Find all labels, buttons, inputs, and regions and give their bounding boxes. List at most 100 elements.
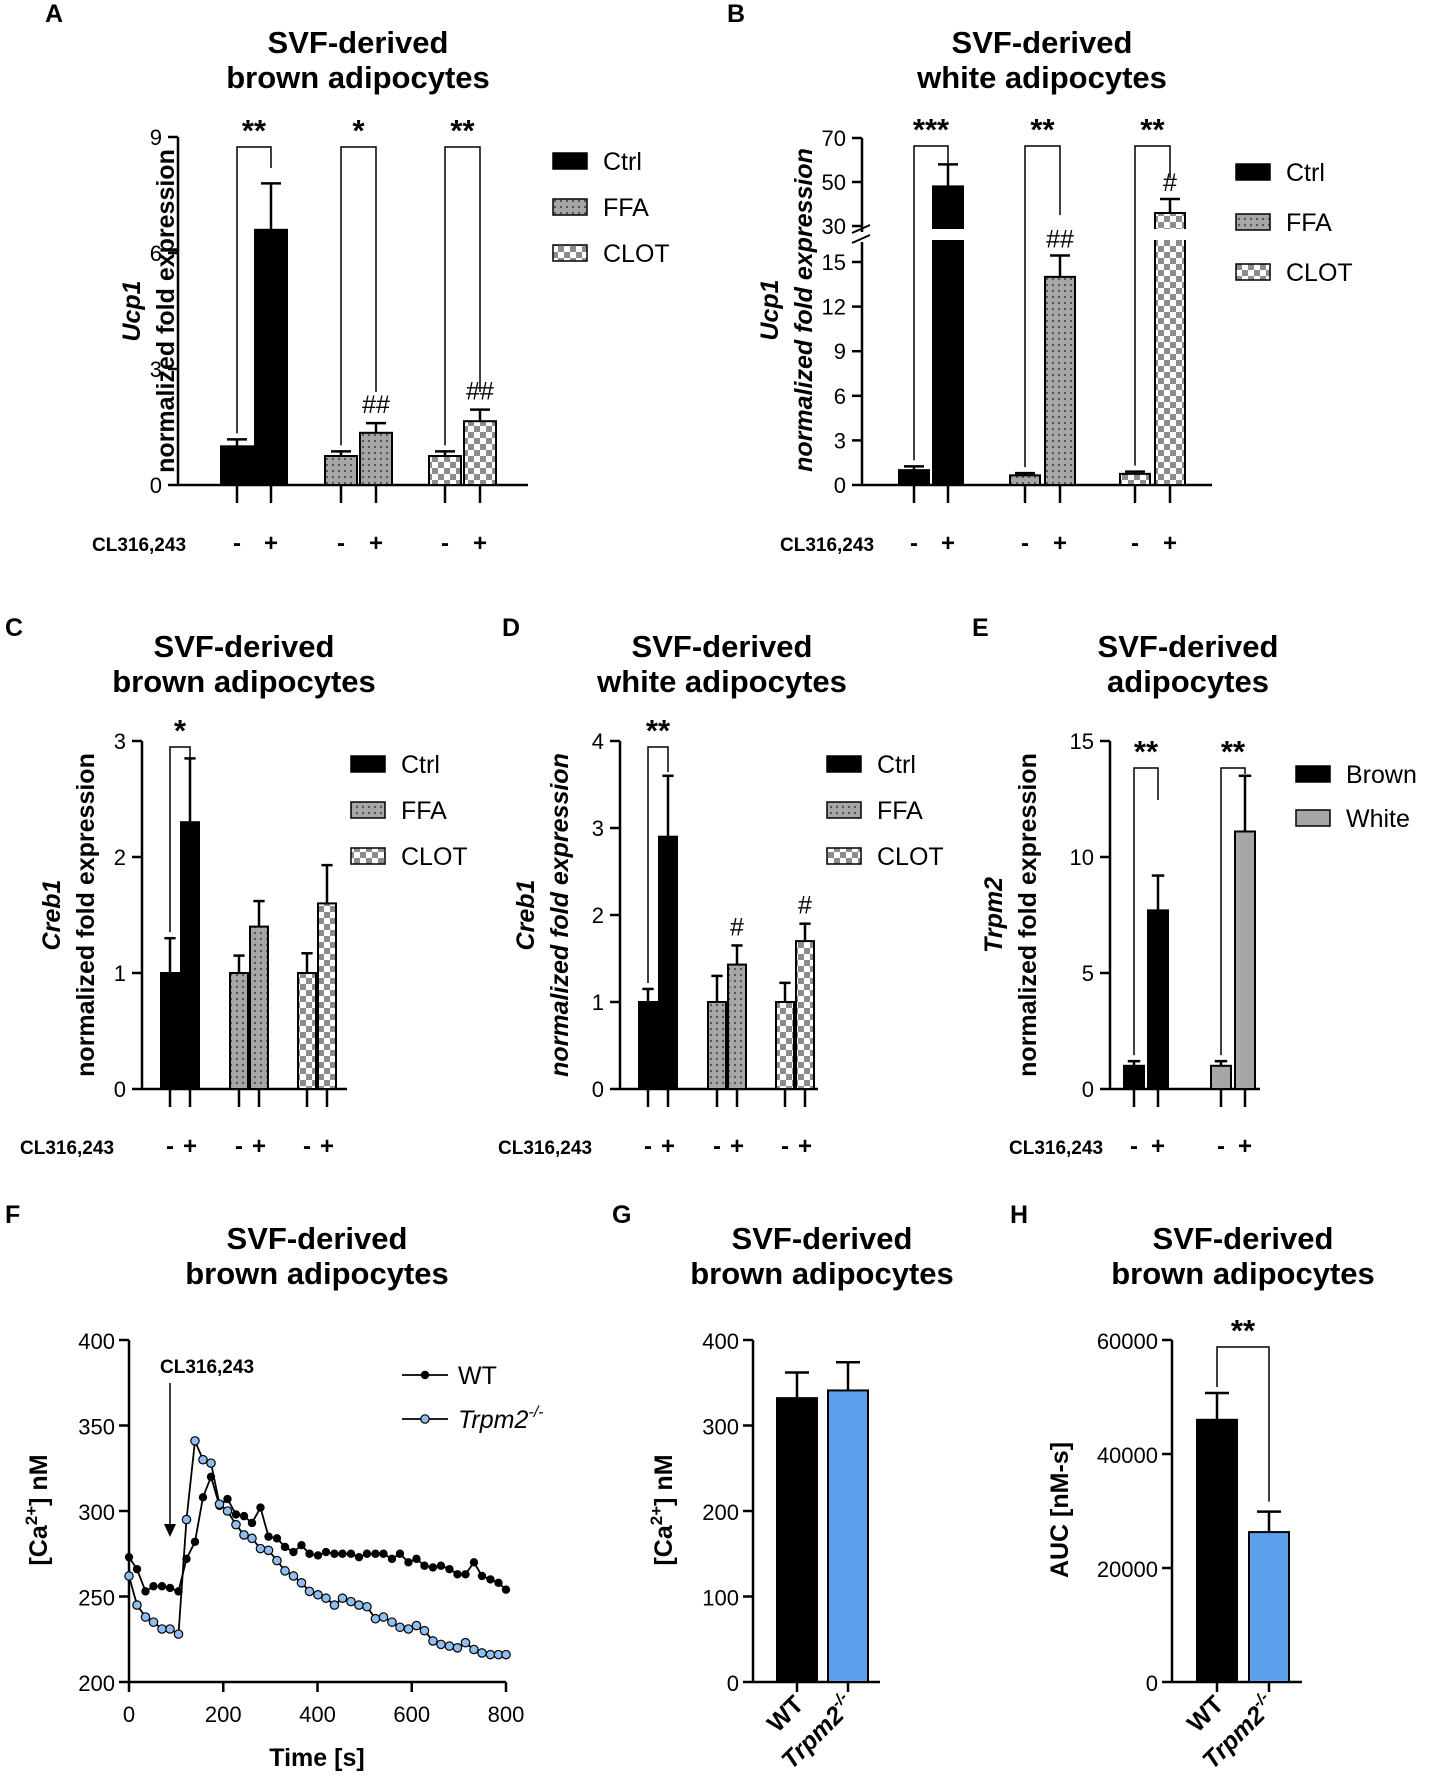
data-point [445, 1564, 454, 1574]
y-tick-label: 1 [592, 990, 604, 1015]
treatment-sign: - [441, 530, 449, 557]
data-point [428, 1563, 438, 1572]
panel-label: F [5, 1201, 20, 1229]
y-tick-label: 5 [1082, 961, 1094, 986]
treatment-sign: - [233, 530, 241, 557]
treatment-label: CL316,243 [20, 1138, 114, 1159]
legend-swatch [826, 801, 862, 819]
y-axis-unit: normalized fold expression [1014, 753, 1042, 1077]
data-point [452, 1643, 463, 1653]
legend-swatch [1235, 163, 1271, 181]
data-point [231, 1519, 241, 1530]
x-tick-label: 800 [488, 1702, 525, 1727]
data-point [198, 1493, 208, 1502]
treatment-sign: - [644, 1133, 652, 1160]
significance-hash: ## [362, 391, 390, 419]
data-point [411, 1620, 422, 1631]
treatment-sign: + [473, 530, 487, 557]
treatment-sign: - [1130, 1133, 1138, 1160]
treatment-sign: + [661, 1133, 675, 1160]
y-tick-label: 3 [834, 428, 846, 453]
treatment-sign: - [303, 1133, 311, 1160]
bar [1210, 1064, 1232, 1091]
data-point [485, 1649, 496, 1660]
significance-stars: ** [450, 113, 475, 148]
data-point [297, 1541, 306, 1550]
y-tick-label: 200 [702, 1500, 739, 1525]
significance-bracket [340, 146, 377, 446]
data-point [289, 1547, 298, 1557]
x-tick-label: 200 [205, 1702, 242, 1727]
data-point [214, 1499, 225, 1509]
significance-bracket [1134, 145, 1171, 466]
legend-label: Ctrl [603, 148, 642, 176]
significance-bracket [1220, 767, 1246, 1056]
chart-title-line: SVF-derived [952, 25, 1133, 60]
y-tick-label: 1 [114, 961, 126, 986]
y-tick-label: 350 [78, 1415, 115, 1440]
y-tick-label: 6 [150, 241, 162, 266]
data-point [453, 1570, 462, 1579]
data-point [272, 1555, 282, 1566]
legend-name: Trpm2 [458, 1406, 528, 1434]
data-point [140, 1612, 151, 1622]
chart-title-line: SVF-derived [1098, 629, 1279, 664]
data-point [395, 1622, 405, 1633]
bar [776, 1397, 818, 1683]
gene-name: Trpm2 [980, 877, 1008, 953]
x-tick-label: 400 [299, 1702, 336, 1727]
treatment-sign: - [235, 1133, 243, 1160]
data-point [395, 1549, 405, 1558]
y-axis-label-part: [Ca [25, 1524, 53, 1565]
y-tick-label: 9 [150, 125, 162, 150]
bar [658, 835, 678, 1091]
bar [1196, 1418, 1238, 1684]
y-tick-label: 10 [1070, 845, 1094, 870]
axis-break [851, 224, 871, 234]
data-point [362, 1601, 372, 1612]
data-point [313, 1551, 323, 1560]
y-tick-label: 300 [78, 1500, 115, 1525]
y-axis-label-part: ] nM [650, 1454, 678, 1505]
data-point [469, 1644, 479, 1655]
data-point [239, 1511, 249, 1521]
data-point [338, 1549, 347, 1558]
data-point [321, 1547, 331, 1557]
significance-stars: * [352, 113, 365, 148]
data-point [239, 1530, 249, 1540]
significance-bracket [236, 146, 272, 434]
legend-swatch [1295, 765, 1331, 783]
legend-label: CLOT [1286, 259, 1353, 287]
y-tick-label: 200 [78, 1671, 115, 1696]
legend-label: Ctrl [1286, 159, 1325, 187]
chart-title-line: SVF-derived [154, 629, 335, 664]
y-tick-label: 400 [702, 1329, 739, 1354]
x-tick-label: 0 [123, 1702, 135, 1727]
data-point [337, 1593, 348, 1604]
bar [1234, 830, 1256, 1090]
bar-break-gap [1153, 229, 1187, 240]
data-point [420, 1561, 429, 1570]
data-point [149, 1582, 158, 1591]
legend-label: FFA [877, 797, 923, 825]
data-point [346, 1596, 356, 1607]
data-point [247, 1533, 257, 1544]
y-axis-label: Ucp1 normalized fold expression [118, 149, 180, 473]
data-point [173, 1629, 184, 1639]
significance-bracket [647, 746, 669, 983]
x-axis-label: Time [s] [269, 1744, 364, 1772]
significance-bracket [1133, 767, 1159, 1056]
annotation-arrowhead [163, 1524, 176, 1537]
panel-label: D [502, 614, 520, 642]
y-axis-label-sup: 2+ [22, 1506, 41, 1525]
legend-marker [420, 1414, 430, 1424]
data-point [378, 1612, 389, 1622]
chart-title-line: brown adipocytes [690, 1256, 954, 1291]
significance-hash: # [1163, 169, 1177, 197]
data-point [124, 1552, 134, 1562]
bar [1009, 474, 1041, 487]
bar [229, 972, 249, 1090]
legend-label: Trpm2-/- [458, 1404, 543, 1434]
